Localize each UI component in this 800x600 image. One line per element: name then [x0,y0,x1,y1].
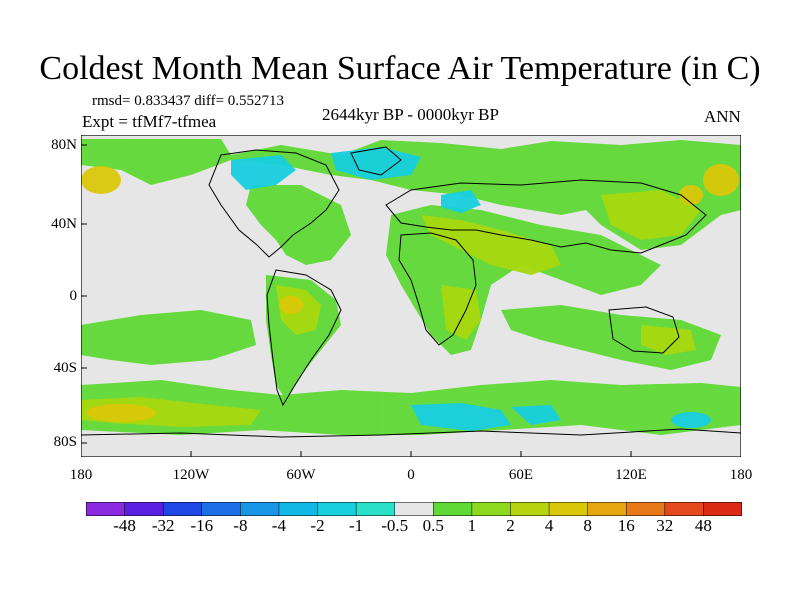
colorbar-swatch [317,502,357,516]
x-label-0: 0 [407,467,415,483]
colorbar [86,502,742,516]
colorbar-label: 1 [467,516,477,535]
colorbar-swatch [664,502,705,516]
x-label-60e: 60E [508,467,534,483]
colorbar-swatch [510,502,550,516]
y-label-80s: 80S [53,434,77,450]
colorbar-swatch [548,502,589,516]
temperature-map [81,135,741,457]
colorbar-label: 16 [617,516,635,535]
colorbar-label: -32 [151,516,175,535]
colorbar-label: 32 [656,516,674,535]
colorbar-label: -16 [190,516,214,535]
y-label-0: 0 [69,288,78,304]
colorbar-swatch [278,502,319,516]
colorbar-label: -2 [310,516,325,535]
x-label-60w: 60W [286,467,316,483]
colorbar-swatch [162,502,203,516]
cool-anomaly-regions [231,147,711,431]
colorbar-swatch [86,502,126,516]
y-label-40n: 40N [51,216,77,232]
colorbar-label: 4 [544,516,554,535]
colorbar-label: 0.5 [422,516,444,535]
colorbar-label: 2 [506,516,515,535]
colorbar-swatch [355,502,396,516]
stats-text: rmsd= 0.833437 diff= 0.552713 [92,93,285,109]
colorbar-label: -4 [271,516,286,535]
colorbar-swatch [394,502,435,516]
colorbar-label: -48 [113,516,136,535]
colorbar-label: -0.5 [381,516,409,535]
colorbar-swatch [433,502,473,516]
x-label-180w: 180 [69,467,93,483]
colorbar-label: 48 [694,516,712,535]
coastlines [81,146,741,438]
colorbar-swatch [201,502,242,516]
x-label-180e: 180 [729,467,753,483]
y-label-40s: 40S [53,360,77,376]
colorbar-swatch [124,502,164,516]
colorbar-label: -8 [233,516,248,535]
colorbar-swatch [625,502,666,516]
strong-warm-regions [81,164,739,422]
colorbar-swatch [471,502,512,516]
x-label-120w: 120W [172,467,210,483]
axis-ticks [81,144,632,457]
colorbar-label: 8 [583,516,592,535]
map-title: Coldest Month Mean Surface Air Temperatu… [39,50,761,87]
x-label-120e: 120E [615,467,647,483]
colorbar-swatch [703,502,742,516]
y-label-80n: 80N [51,137,77,153]
experiment-label: Expt = tfMf7-tfmea [82,112,217,131]
colorbar-swatch [240,502,280,516]
season-label: ANN [704,107,741,126]
colorbar-swatch [587,502,627,516]
period-label: 2644kyr BP - 0000kyr BP [322,105,499,124]
colorbar-label: -1 [349,516,364,535]
